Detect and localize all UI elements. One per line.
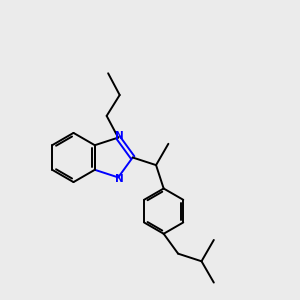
Text: N: N (115, 131, 124, 141)
Text: N: N (115, 174, 124, 184)
